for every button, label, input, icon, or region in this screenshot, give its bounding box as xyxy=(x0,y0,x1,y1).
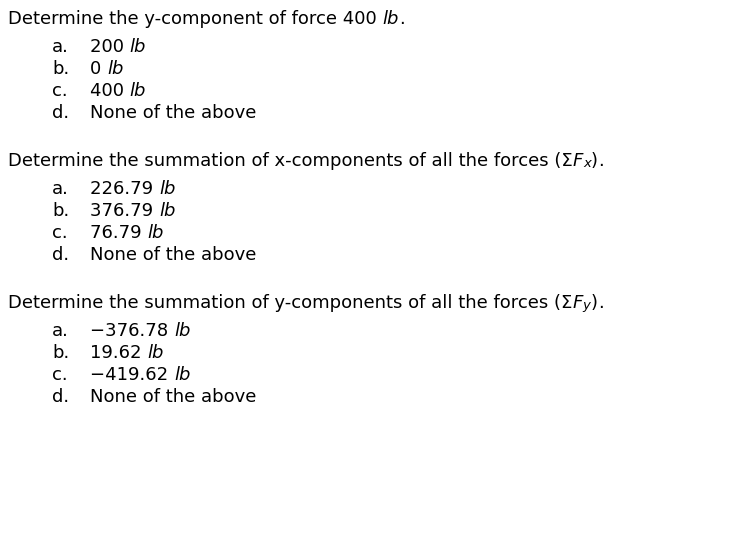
Text: None of the above: None of the above xyxy=(90,246,257,264)
Text: 0: 0 xyxy=(90,60,107,78)
Text: Determine the summation of x-components of all the forces (Σ: Determine the summation of x-components … xyxy=(8,152,573,170)
Text: d.: d. xyxy=(52,104,69,122)
Text: lb: lb xyxy=(129,82,146,100)
Text: 226.79: 226.79 xyxy=(90,180,159,198)
Text: Determine the summation of y-components of all the forces (Σ: Determine the summation of y-components … xyxy=(8,294,572,312)
Text: lb: lb xyxy=(147,344,164,362)
Text: c.: c. xyxy=(52,366,68,384)
Text: .: . xyxy=(399,10,405,28)
Text: b.: b. xyxy=(52,60,69,78)
Text: ): ) xyxy=(591,294,598,312)
Text: F: F xyxy=(572,294,583,312)
Text: F: F xyxy=(573,152,583,170)
Text: b.: b. xyxy=(52,344,69,362)
Text: −376.78: −376.78 xyxy=(90,322,174,340)
Text: d.: d. xyxy=(52,388,69,406)
Text: x: x xyxy=(583,157,591,170)
Text: lb: lb xyxy=(107,60,124,78)
Text: 200: 200 xyxy=(90,38,129,56)
Text: c.: c. xyxy=(52,224,68,242)
Text: 376.79: 376.79 xyxy=(90,202,159,220)
Text: lb: lb xyxy=(129,38,146,56)
Text: None of the above: None of the above xyxy=(90,388,257,406)
Text: Determine the y-component of force 400: Determine the y-component of force 400 xyxy=(8,10,382,28)
Text: −419.62: −419.62 xyxy=(90,366,174,384)
Text: .: . xyxy=(598,152,604,170)
Text: lb: lb xyxy=(159,202,175,220)
Text: .: . xyxy=(598,294,603,312)
Text: b.: b. xyxy=(52,202,69,220)
Text: y: y xyxy=(583,299,591,312)
Text: lb: lb xyxy=(382,10,399,28)
Text: ): ) xyxy=(591,152,598,170)
Text: a.: a. xyxy=(52,322,69,340)
Text: 400: 400 xyxy=(90,82,129,100)
Text: lb: lb xyxy=(174,366,190,384)
Text: None of the above: None of the above xyxy=(90,104,257,122)
Text: lb: lb xyxy=(159,180,175,198)
Text: 19.62: 19.62 xyxy=(90,344,147,362)
Text: a.: a. xyxy=(52,180,69,198)
Text: 76.79: 76.79 xyxy=(90,224,148,242)
Text: d.: d. xyxy=(52,246,69,264)
Text: a.: a. xyxy=(52,38,69,56)
Text: c.: c. xyxy=(52,82,68,100)
Text: lb: lb xyxy=(148,224,164,242)
Text: lb: lb xyxy=(174,322,190,340)
